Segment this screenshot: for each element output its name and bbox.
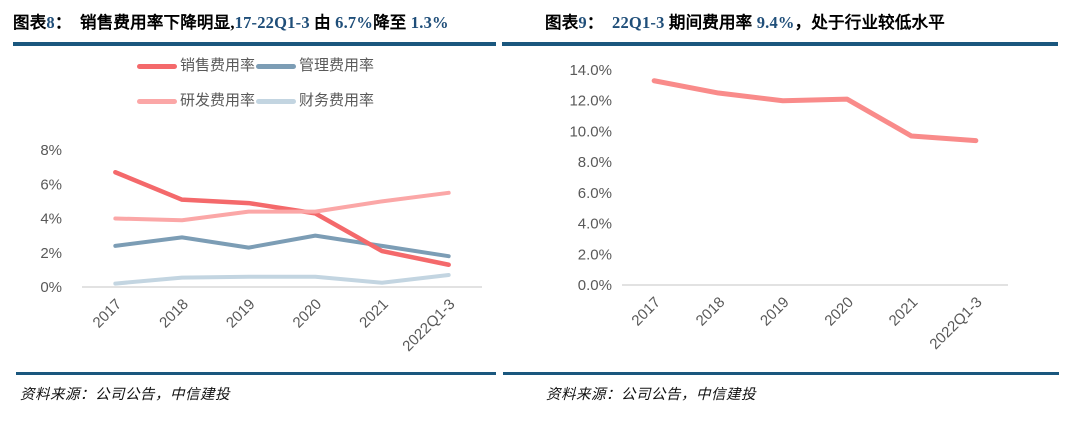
y-axis-tick-label: 8.0% bbox=[578, 154, 612, 171]
figure-8-source-rule bbox=[16, 372, 496, 375]
figure-8-source: 资料来源：公司公告，中信建投 bbox=[20, 387, 230, 403]
y-axis-tick-label: 6% bbox=[40, 176, 62, 193]
x-axis-tick-label: 2019 bbox=[757, 294, 793, 330]
title-segment: ： bbox=[586, 13, 613, 32]
title-segment: ，处于行业较低水平 bbox=[794, 13, 945, 32]
legend-item: 财务费用率 bbox=[256, 91, 375, 111]
legend-line-swatch bbox=[137, 98, 177, 104]
legend-line-swatch bbox=[256, 98, 296, 104]
x-axis-tick-label: 2021 bbox=[356, 296, 392, 332]
title-segment: 由 bbox=[314, 13, 336, 32]
y-axis-tick-label: 2.0% bbox=[578, 246, 612, 263]
y-axis-tick-label: 6.0% bbox=[578, 185, 612, 202]
y-axis-tick-label: 12.0% bbox=[569, 93, 612, 110]
legend-item: 研发费用率 bbox=[137, 91, 256, 111]
figure-8-line-chart: 0% 2% 4% 6% 8% 2017 2018 2019 2020 2021 2022Q1-3 bbox=[40, 142, 482, 355]
legend-line-swatch bbox=[137, 63, 177, 69]
x-axis-tick-label: 2022Q1-3 bbox=[399, 296, 458, 355]
series-line-研发费用率 bbox=[113, 190, 451, 223]
legend-label: 销售费用率 bbox=[180, 57, 256, 74]
y-axis-tick-label: 0% bbox=[40, 279, 62, 296]
y-axis-tick-label: 10.0% bbox=[569, 123, 612, 140]
figure-8-chart-area: 销售费用率 管理费用率研发费用率 财务费用率 0% 2% 4% 6% 8% 2017 2018 2… bbox=[0, 46, 496, 372]
title-segment: 9.4% bbox=[756, 13, 795, 32]
legend-item: 销售费用率 bbox=[137, 56, 256, 76]
title-segment: 9 bbox=[578, 13, 587, 32]
x-axis-tick-label: 2022Q1-3 bbox=[926, 294, 985, 353]
y-axis-tick-label: 4.0% bbox=[578, 216, 612, 233]
title-segment: 降至 bbox=[373, 13, 411, 32]
figure-8-title: 图表8： 销售费用率下降明显,17-22Q1-3 由 6.7%降至 1.3% bbox=[0, 0, 496, 42]
x-axis-tick-label: 2018 bbox=[693, 294, 729, 330]
x-axis-tick-label: 2017 bbox=[628, 294, 664, 330]
series-line-财务费用率 bbox=[113, 273, 451, 286]
y-axis-tick-label: 0.0% bbox=[578, 277, 612, 294]
x-axis-tick-label: 2020 bbox=[821, 294, 857, 330]
figure-8-title-rule bbox=[13, 42, 496, 46]
title-segment: 期间费用率 bbox=[668, 13, 757, 32]
title-segment: 17-22Q1-3 bbox=[234, 13, 315, 32]
figure-8-panel: 图表8： 销售费用率下降明显,17-22Q1-3 由 6.7%降至 1.3% 销… bbox=[0, 0, 496, 424]
x-axis-tick-label: 2017 bbox=[90, 296, 126, 332]
x-axis-tick-label: 2019 bbox=[223, 296, 259, 332]
title-segment: 销售费用率下降明显, bbox=[80, 13, 235, 32]
legend-label: 财务费用率 bbox=[299, 92, 375, 109]
legend-label: 管理费用率 bbox=[299, 57, 375, 74]
title-segment: 6.7% bbox=[335, 13, 374, 32]
figure-9-panel: 图表9： 22Q1-3 期间费用率 9.4%，处于行业较低水平 0.0% 2.0%… bbox=[502, 0, 1080, 424]
series-line-销售费用率 bbox=[113, 170, 451, 267]
title-segment: 图表 bbox=[13, 13, 47, 32]
legend-item: 管理费用率 bbox=[256, 56, 375, 76]
figure-9-title-rule bbox=[502, 42, 1058, 46]
title-segment: 8 bbox=[46, 13, 55, 32]
y-axis-tick-label: 4% bbox=[40, 211, 62, 228]
x-axis-tick-label: 2018 bbox=[156, 296, 192, 332]
title-segment: 图表 bbox=[545, 13, 579, 32]
series-line-期间费用率 bbox=[651, 78, 979, 144]
series-line-管理费用率 bbox=[113, 233, 451, 259]
y-axis-tick-label: 8% bbox=[40, 142, 62, 159]
y-axis-tick-label: 14.0% bbox=[569, 62, 612, 79]
figure-9-chart-area: 0.0% 2.0% 4.0% 6.0% 8.0% 10.0% 12.0% 14.0% 2017 2… bbox=[502, 46, 1080, 372]
figure-9-source: 资料来源：公司公告，中信建投 bbox=[546, 387, 756, 403]
title-segment: ： bbox=[54, 13, 81, 32]
figure-9-source-rule bbox=[503, 372, 1059, 375]
figure-8-legend: 销售费用率 管理费用率研发费用率 财务费用率 bbox=[137, 56, 375, 111]
y-axis-tick-label: 2% bbox=[40, 245, 62, 262]
figure-9-title: 图表9： 22Q1-3 期间费用率 9.4%，处于行业较低水平 bbox=[502, 0, 1080, 42]
x-axis-tick-label: 2021 bbox=[886, 294, 922, 330]
title-segment: 1.3% bbox=[410, 13, 449, 32]
title-segment: 22Q1-3 bbox=[612, 13, 669, 32]
figure-9-line-chart: 0.0% 2.0% 4.0% 6.0% 8.0% 10.0% 12.0% 14.0% 2017 2… bbox=[569, 62, 1008, 353]
x-axis-tick-label: 2020 bbox=[290, 296, 326, 332]
legend-line-swatch bbox=[256, 63, 296, 69]
legend-label: 研发费用率 bbox=[180, 92, 256, 109]
